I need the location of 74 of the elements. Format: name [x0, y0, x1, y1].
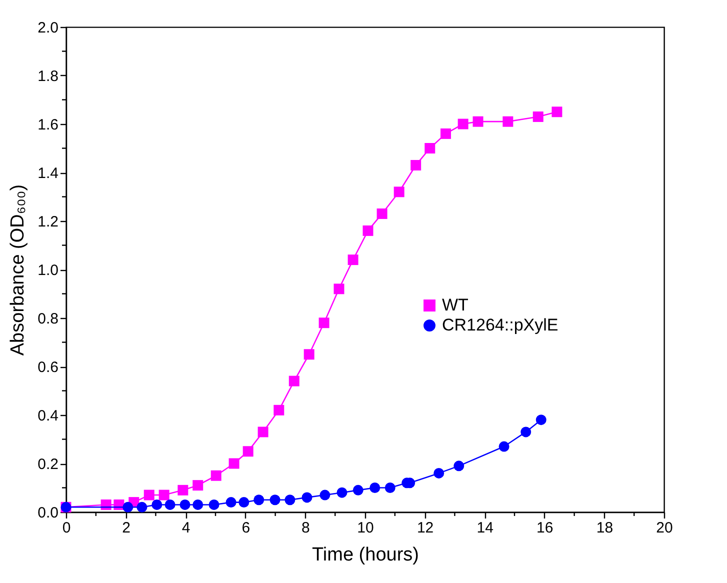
point: [242, 446, 254, 457]
legend-label: WT: [442, 296, 468, 314]
y-tick-label: 0.0: [38, 504, 58, 522]
point: [454, 460, 464, 472]
point: [180, 499, 190, 510]
point: [226, 497, 236, 508]
y-tick-label: 0.8: [38, 310, 58, 328]
point: [270, 494, 280, 506]
x-tick-label: 16: [536, 520, 554, 536]
point: [258, 426, 268, 438]
point: [192, 499, 204, 510]
y-tick-label: 1.2: [38, 214, 58, 230]
point: [458, 118, 468, 130]
point: [210, 470, 222, 481]
point: [536, 414, 546, 426]
point: [320, 490, 330, 500]
point: [164, 499, 176, 510]
point: [254, 494, 264, 506]
y-tick-label: 2.0: [38, 20, 58, 36]
y-tick-label: 1.0: [38, 262, 58, 279]
x-tick-label: 4: [182, 520, 190, 536]
point: [228, 458, 240, 469]
x-tick-label: 2: [122, 520, 130, 536]
x-tick-label: 6: [242, 520, 250, 536]
point: [520, 426, 532, 438]
point: [122, 502, 134, 512]
point: [434, 468, 444, 478]
y-tick-label: 1.4: [38, 165, 58, 182]
point: [144, 490, 154, 500]
point: [424, 143, 436, 154]
point: [158, 490, 170, 500]
y-tick-label: 0.6: [38, 359, 58, 376]
point: [336, 487, 348, 498]
x-tick-label: 12: [416, 520, 434, 536]
point: [376, 208, 388, 219]
point: [288, 376, 300, 386]
point: [440, 128, 451, 139]
point: [178, 484, 188, 496]
y-tick-label: 1.6: [38, 116, 58, 134]
point: [304, 349, 314, 360]
point: [370, 482, 380, 493]
point: [552, 106, 562, 118]
point: [348, 254, 358, 266]
point: [192, 480, 204, 491]
y-tick-label: 1.8: [38, 68, 58, 85]
point: [136, 502, 148, 512]
point: [238, 497, 250, 508]
point: [352, 484, 364, 496]
point: [334, 284, 344, 294]
x-tick-label: 10: [357, 520, 374, 536]
y-tick-label: 0.2: [38, 456, 58, 473]
x-tick-label: 8: [302, 520, 310, 536]
point: [498, 441, 510, 452]
point: [472, 116, 484, 127]
x-tick-label: 20: [656, 520, 673, 536]
y-axis-title: Absorbance (OD₆₀₀): [8, 184, 29, 356]
point: [362, 225, 374, 236]
point: [502, 116, 514, 127]
point: [410, 160, 422, 170]
x-tick-label: 18: [596, 520, 614, 536]
point: [208, 499, 220, 510]
point: [318, 318, 330, 328]
point: [394, 186, 404, 198]
point: [532, 111, 544, 122]
x-tick-label: 14: [476, 520, 494, 536]
point: [302, 492, 312, 503]
point: [152, 499, 162, 510]
y-tick-label: 0.4: [38, 408, 58, 424]
x-tick-label: 0: [62, 520, 71, 536]
legend-label: CR1264::pXylE: [442, 316, 558, 334]
point: [274, 404, 284, 416]
point: [284, 494, 296, 506]
x-axis-title: Time (hours): [312, 544, 419, 566]
point: [384, 482, 396, 493]
